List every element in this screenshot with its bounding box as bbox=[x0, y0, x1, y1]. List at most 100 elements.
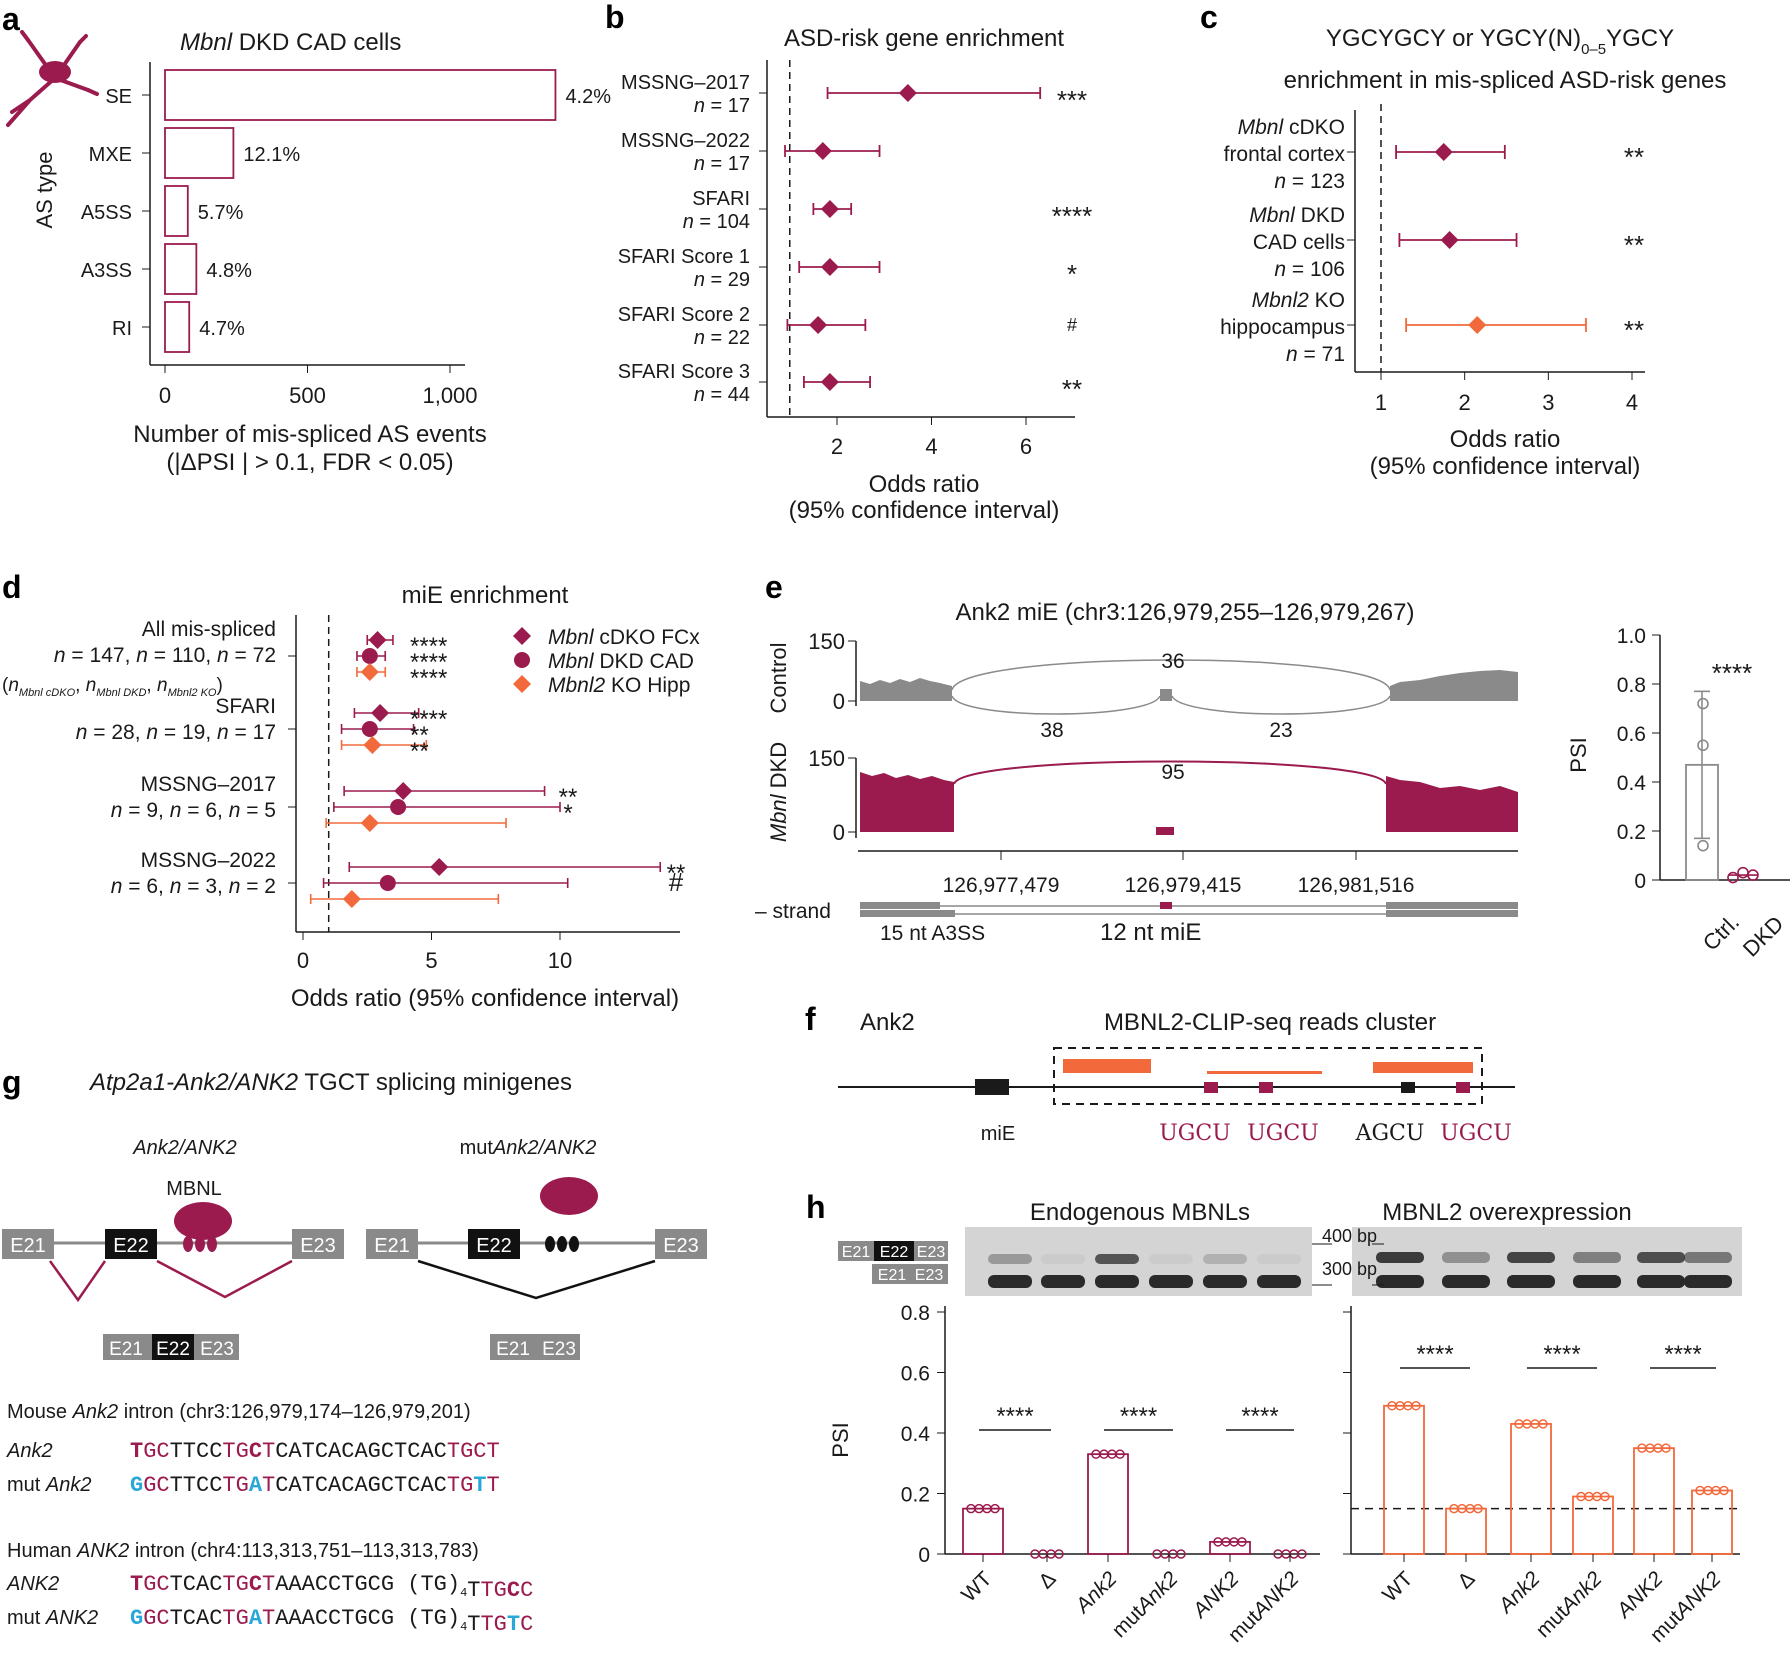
clip-read-2 bbox=[1207, 1071, 1322, 1074]
h-sig: **** bbox=[1543, 1341, 1580, 1368]
gel-legend-skip-e23: E23 bbox=[915, 1267, 944, 1284]
gel-band-upper bbox=[1507, 1252, 1555, 1263]
seq-row-sequence: GGCTCACTGATAAACCTGCG (TG)4TTGTC bbox=[130, 1606, 533, 1637]
sashimi-arc-dkd bbox=[953, 760, 1387, 785]
gel-band-upper bbox=[988, 1254, 1032, 1264]
b-xtick-label: 4 bbox=[925, 434, 937, 459]
mutant-site-icon bbox=[557, 1236, 567, 1252]
motif-mark-1 bbox=[1204, 1082, 1218, 1093]
construct-2-e21-label: E21 bbox=[374, 1235, 410, 1257]
h-bar bbox=[1510, 1423, 1552, 1555]
gene-model-exon-right bbox=[1386, 902, 1518, 909]
h-point bbox=[1600, 1491, 1610, 1502]
d-point-diamond bbox=[430, 858, 449, 876]
sashimi-arc-control-right bbox=[1171, 695, 1391, 715]
product-1-e22: E22 bbox=[156, 1339, 190, 1360]
panel-b-xlabel: Odds ratio bbox=[869, 471, 980, 498]
d-sig: * bbox=[563, 800, 572, 827]
construct-2-e23-label: E23 bbox=[663, 1235, 699, 1257]
seq-row-label: Ank2 bbox=[6, 1440, 53, 1462]
gel-band-lower bbox=[1095, 1275, 1139, 1288]
d-sig: **** bbox=[410, 706, 447, 733]
b-category-label: MSSNG–2022 bbox=[621, 130, 750, 152]
d-point-diamond bbox=[360, 814, 379, 832]
mouse-intron-title: Mouse Ank2 intron (chr3:126,979,174–126,… bbox=[7, 1401, 471, 1423]
seq-row-label: mut ANK2 bbox=[7, 1607, 98, 1629]
mbnl-protein-icon bbox=[174, 1202, 232, 1240]
d-point-circle bbox=[379, 875, 396, 891]
a-bar-label: 12.1% bbox=[243, 144, 300, 166]
construct-2-label: mutAnk2/ANK2 bbox=[460, 1137, 597, 1159]
binding-site-icon bbox=[207, 1236, 217, 1252]
b-point bbox=[898, 84, 917, 102]
d-xtick-label: 10 bbox=[548, 948, 572, 973]
b-n-label: n = 29 bbox=[694, 269, 750, 291]
panel-e: e Ank2 miE (chr3:126,979,255–126,979,267… bbox=[755, 569, 1790, 962]
panel-a: a Mbnl DKD CAD cells AS type SE 4.2% MXE 12… bbox=[2, 1, 611, 476]
panel-c-letter: c bbox=[1200, 0, 1218, 35]
h-sig: **** bbox=[1241, 1403, 1278, 1430]
dkd-coverage-right bbox=[1386, 776, 1518, 832]
mutant-site-icon bbox=[569, 1236, 579, 1252]
ytick-dkd-150: 150 bbox=[808, 746, 845, 771]
panel-g-title: Atp2a1-Ank2/ANK2 TGCT splicing minigenes bbox=[88, 1069, 572, 1096]
e-psi-point-dkd bbox=[1737, 866, 1749, 879]
b-point bbox=[820, 258, 839, 276]
d-group-n: n = 147, n = 110, n = 72 bbox=[54, 644, 276, 667]
h-bar bbox=[1633, 1447, 1675, 1555]
b-n-label: n = 104 bbox=[683, 211, 750, 233]
gel-band-upper bbox=[1442, 1252, 1490, 1263]
construct-1-label: Ank2/ANK2 bbox=[132, 1137, 236, 1159]
panel-g-letter: g bbox=[2, 1064, 22, 1100]
construct-1-splice-inclusion-right bbox=[156, 1259, 293, 1299]
clip-read-3 bbox=[1373, 1062, 1473, 1073]
h-ytick-label: 0.6 bbox=[901, 1363, 930, 1386]
mie-label: 12 nt miE bbox=[1100, 919, 1201, 946]
h-bar bbox=[1691, 1489, 1733, 1555]
e-psi-xlabel-dkd: DKD bbox=[1738, 911, 1789, 962]
c-category-label: n = 123 bbox=[1274, 170, 1345, 193]
b-category-label: SFARI bbox=[692, 188, 750, 210]
panel-b-letter: b bbox=[605, 0, 625, 35]
d-group-n: n = 9, n = 6, n = 5 bbox=[111, 799, 276, 822]
h-point bbox=[1176, 1549, 1186, 1559]
strand-label: – strand bbox=[755, 900, 831, 923]
b-n-label: n = 22 bbox=[694, 327, 750, 349]
panel-b-title: ASD-risk gene enrichment bbox=[784, 25, 1064, 52]
gel-legend-e23: E23 bbox=[917, 1244, 946, 1261]
c-category-label: frontal cortex bbox=[1224, 143, 1346, 166]
gene-model-exon-right-2 bbox=[1386, 910, 1518, 917]
product-1-e21: E21 bbox=[109, 1339, 143, 1360]
sashimi-arc-control-top bbox=[951, 659, 1391, 691]
e-psi-ytick-label: 0 bbox=[1634, 870, 1646, 893]
construct-2-splice-skipping bbox=[417, 1259, 656, 1300]
panel-a-xlabel: Number of mis-spliced AS events bbox=[133, 421, 486, 448]
panel-b-xlabel-sub: (95% confidence interval) bbox=[789, 497, 1060, 524]
a-ytick-label: A5SS bbox=[81, 202, 132, 224]
construct-1-e21 bbox=[2, 1229, 54, 1259]
seq-row-sequence: TGCTTCCTGCTCATCACAGCTCACTGCT bbox=[130, 1439, 500, 1464]
panel-f: f Ank2 MBNL2-CLIP-seq reads cluster miE … bbox=[805, 1001, 1515, 1146]
sashimi-arc-control-left bbox=[951, 695, 1161, 715]
h-xtick-label: Δ bbox=[1453, 1567, 1479, 1593]
coverage-y-axis: 150 0 150 0 bbox=[808, 629, 857, 845]
d-sig: ** bbox=[559, 784, 578, 811]
construct-2-e22 bbox=[468, 1229, 520, 1259]
e-psi-point-ctrl bbox=[1697, 839, 1709, 852]
b-xtick-label: 2 bbox=[831, 434, 843, 459]
gel-band-upper bbox=[1637, 1252, 1685, 1263]
d-sig: **** bbox=[410, 665, 447, 692]
b-category-label: SFARI Score 1 bbox=[618, 246, 750, 268]
d-point-diamond bbox=[371, 704, 390, 722]
construct-2-e22-label: E22 bbox=[476, 1235, 512, 1257]
gel-bands bbox=[988, 1252, 1732, 1288]
gel-band-lower bbox=[1149, 1275, 1193, 1288]
construct-1-e22-label: E22 bbox=[113, 1235, 149, 1257]
gel-legend-skipped bbox=[872, 1264, 948, 1284]
seq-row-sequence: TGCTCACTGCTAAACCTGCG (TG)4TTGCC bbox=[130, 1572, 533, 1603]
control-coverage-mie bbox=[1160, 689, 1172, 701]
c-category-label: n = 71 bbox=[1286, 343, 1345, 366]
gel-band-lower bbox=[1507, 1275, 1555, 1288]
ytick-dkd-0: 0 bbox=[833, 820, 845, 845]
h-xtick-label: WT bbox=[1378, 1567, 1417, 1606]
